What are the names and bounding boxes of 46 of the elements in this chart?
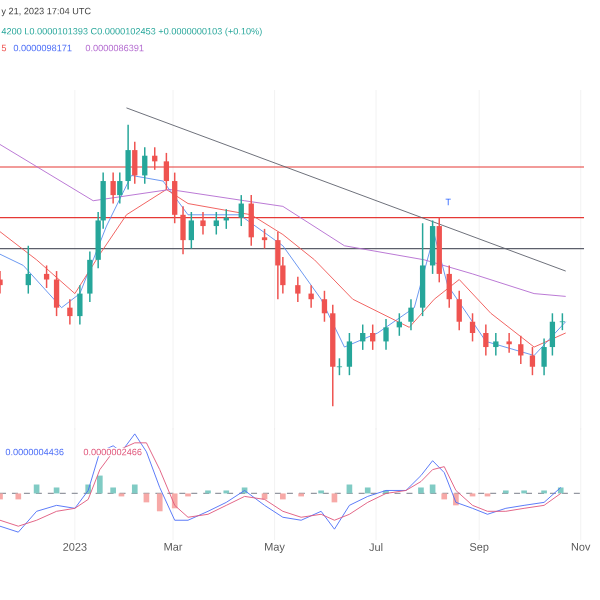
candlestick	[383, 318, 389, 351]
candlestick	[117, 171, 123, 205]
candlestick	[87, 250, 93, 303]
candlestick	[408, 298, 414, 331]
candlestick	[295, 275, 301, 303]
candlestick	[493, 332, 499, 357]
bar	[364, 487, 371, 494]
candlestick	[77, 284, 83, 326]
candlestick	[419, 222, 426, 317]
candlestick	[469, 312, 476, 343]
candlestick	[308, 284, 314, 309]
candlestick	[213, 211, 219, 236]
candlestick	[180, 205, 186, 255]
candlestick	[436, 216, 442, 284]
candlestick	[238, 194, 244, 227]
candlestick	[163, 152, 170, 191]
candlestick	[346, 332, 353, 376]
candlestick	[541, 337, 547, 376]
candlestick	[549, 312, 556, 357]
bar	[15, 493, 22, 500]
candlestick	[25, 245, 31, 295]
bar	[156, 493, 163, 512]
candlestick	[53, 270, 60, 317]
candlestick	[125, 124, 131, 191]
bar	[441, 493, 448, 500]
candlestick	[43, 264, 50, 289]
candlestick	[110, 171, 116, 205]
candlestick	[248, 194, 254, 247]
candlestick	[261, 228, 268, 250]
candlestick	[275, 230, 281, 300]
bar	[131, 484, 138, 494]
candlestick	[142, 146, 148, 185]
bar	[110, 487, 116, 494]
bar	[280, 493, 286, 500]
candlestick	[456, 290, 462, 331]
candlestick	[321, 290, 328, 323]
candlestick	[67, 298, 73, 326]
candlestick	[429, 219, 436, 275]
candlestick	[188, 211, 195, 250]
candlestick	[200, 211, 206, 236]
candlestick	[483, 323, 489, 357]
bar	[418, 487, 424, 494]
candlestick	[446, 264, 452, 309]
bar	[97, 475, 103, 494]
candlestick	[132, 140, 138, 185]
candlestick	[506, 332, 512, 354]
